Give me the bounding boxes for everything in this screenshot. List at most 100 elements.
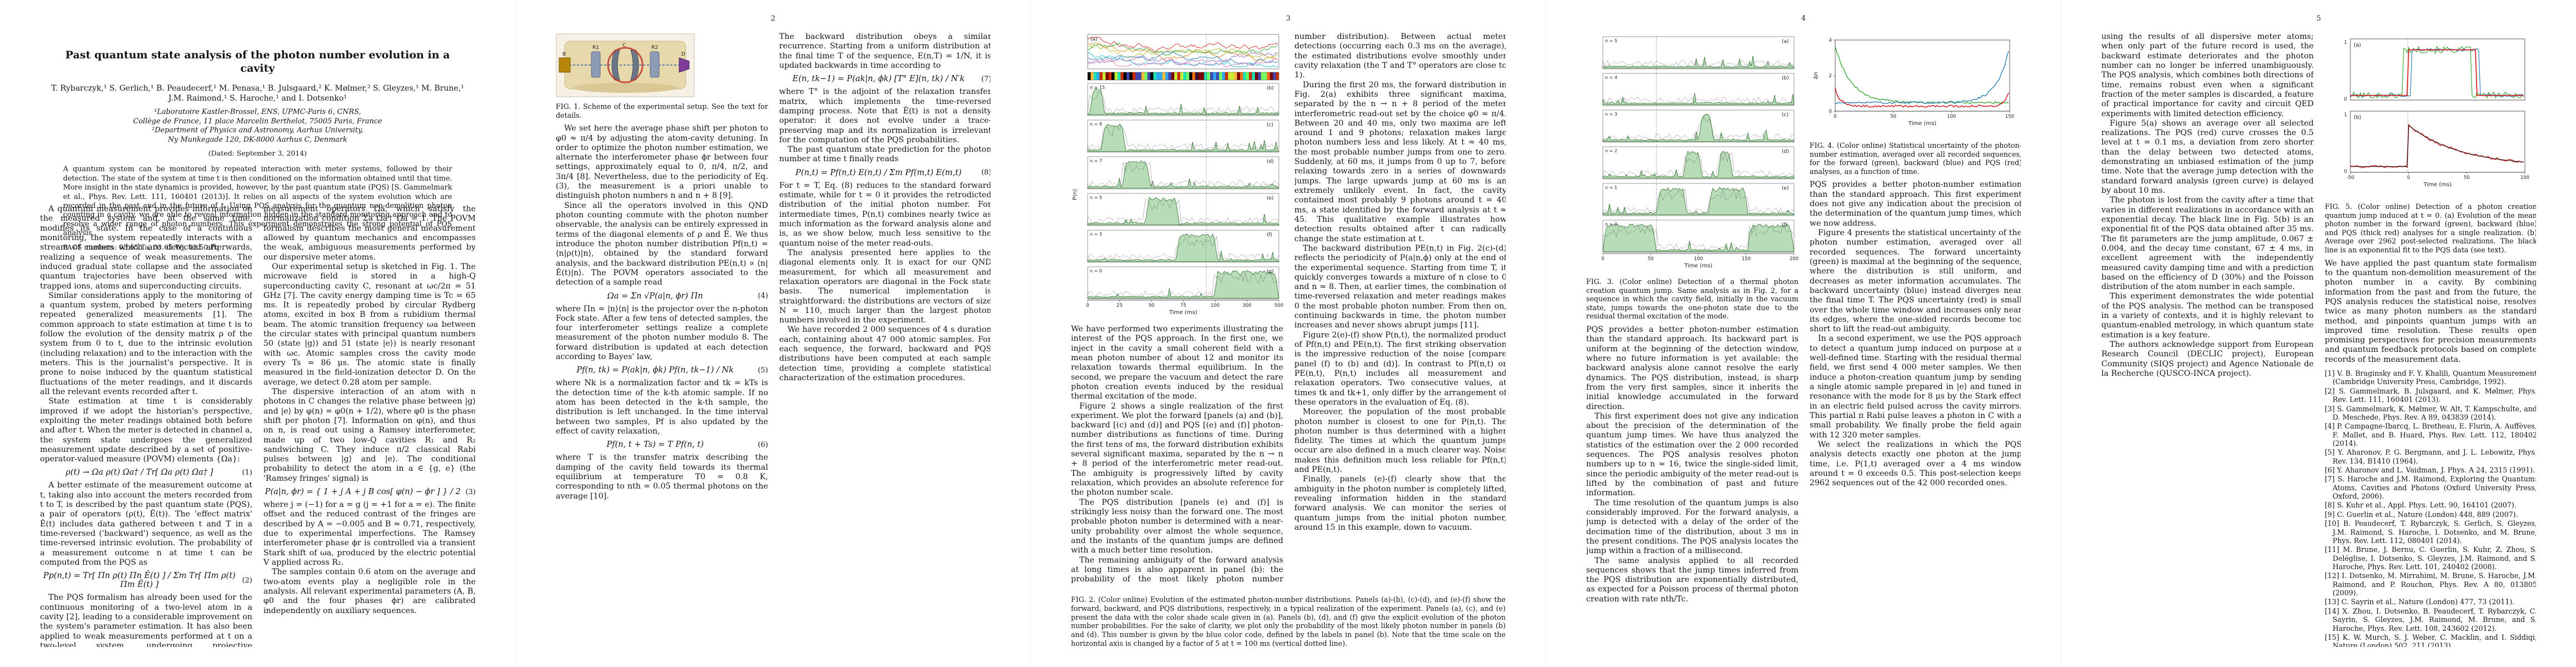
axis-label: n = 15	[1090, 85, 1105, 90]
axis-label: 100	[1694, 256, 1703, 262]
axis-label: 150	[1742, 256, 1751, 262]
affiliation-line: ¹Laboratoire Kastler-Brossel, ENS, UPMC-…	[154, 107, 361, 116]
axis-label: n = 5	[1605, 38, 1617, 43]
figure-4: 0 2 4 0 50 100 150 Time (ms) Δn FIG. 4. (Color o…	[1810, 33, 2021, 176]
axis-label: 0	[1833, 114, 1836, 120]
axis-label: 1	[2344, 40, 2347, 46]
axis-label: 4	[1829, 38, 1832, 43]
affiliations: ¹Laboratoire Kastler-Brossel, ENS, UPMC-…	[51, 108, 464, 145]
reference-item: [10] B. Peaudecerf, T. Rybarczyk, S. Ger…	[2325, 519, 2536, 545]
cavity-mirror-left	[611, 49, 620, 81]
paragraph: Figure 4 presents the statistical uncert…	[1810, 228, 2021, 334]
paragraph: We have performed two experiments illust…	[1071, 325, 1283, 401]
equation-number: (6)	[758, 440, 768, 449]
equation-number: (2)	[242, 576, 252, 585]
paragraph: A better estimate of the measurement out…	[40, 481, 252, 567]
axis-label: n = 0	[1090, 268, 1102, 273]
equation-body: Pf(n, tk) = P(ak|n, ϕk) Pf(n, tk−1) / Nk	[576, 366, 734, 375]
axis-label: n = 5	[1090, 195, 1102, 200]
figure-4-plot: 0 2 4 0 50 100 150 Time (ms) Δn	[1813, 38, 2014, 127]
paragraph: where Nk is a normalization factor and t…	[556, 379, 768, 436]
column-right: 0 1 0 1 (a) (b) -50 0 50 100 Time (ms) FIG. 5. (Co…	[2325, 32, 2536, 647]
axis-label: Time (ms)	[1169, 310, 1198, 316]
paragraph: where T is the transfer matrix describin…	[556, 453, 768, 501]
reference-item: [12] I. Dotsenko, M. Mirrahimi, M. Brune…	[2325, 571, 2536, 598]
fig1-label-c: C	[622, 43, 626, 48]
paragraph: Figure 2(e)-(f) show P(n,t), the normali…	[1294, 330, 1506, 407]
axis-label: 0	[1829, 109, 1832, 115]
equation-body: Ωa = Σn √P(a|n, ϕr) Πn	[607, 291, 703, 301]
paragraph: Similar considerations apply to the moni…	[40, 291, 252, 396]
reference-item: [6] Y. Aharonov and L. Vaidman, J. Phys.…	[2325, 466, 2535, 475]
column-right: number distribution). Between actual met…	[1294, 32, 1506, 584]
reference-item: [3] S. Gammelmark, K. Mølmer, W. Alt, T.…	[2325, 404, 2536, 421]
page-2: 2 B R1 C R2	[515, 0, 1030, 667]
fig1-label-r1: R1	[592, 45, 599, 51]
figure-2-caption: FIG. 2. (Color online) Evolution of the …	[1071, 595, 1506, 648]
equation-body: P(n,t) = Pf(n,t) E(n,t) / Σm Pf(m,t) E(m…	[795, 168, 962, 177]
equation-body: Pf(n, t + Ts) = T Pf(n, t)	[606, 440, 704, 450]
column-text: PQS provides a better photon-number esti…	[1586, 325, 1798, 604]
axis-label: 50	[1648, 256, 1654, 262]
axis-label: 500	[1274, 303, 1283, 308]
reference-item: [15] K. W. Murch, S. J. Weber, C. Mackli…	[2325, 633, 2536, 647]
paragraph: number distribution). Between actual met…	[1294, 32, 1506, 80]
page-2-columns: B R1 C R2 D FIG. 1. Scheme of the experi…	[556, 32, 990, 647]
axis-label: Time (ms)	[1908, 121, 1937, 127]
page-1-columns: A quantum measurement provides informati…	[40, 205, 475, 647]
axis-label: Δn	[1813, 72, 1819, 79]
axis-label: (d)	[1267, 159, 1274, 165]
axis-label: Time (ms)	[1684, 263, 1713, 269]
fig1-label-r2: R2	[651, 45, 658, 51]
page-5-columns: using the results of all dispersive mete…	[2101, 32, 2536, 647]
column-left: using the results of all dispersive mete…	[2101, 32, 2314, 647]
column-left: B R1 C R2 D FIG. 1. Scheme of the experi…	[556, 32, 768, 647]
figure-4-caption: FIG. 4. (Color online) Statistical uncer…	[1810, 141, 2021, 176]
column-left: A quantum measurement provides informati…	[40, 205, 252, 647]
reference-item: [5] Y. Aharonov, P. G. Bergmann, and J. …	[2325, 448, 2536, 465]
figure-5: 0 1 0 1 (a) (b) -50 0 50 100 Time (ms) FIG. 5. (Co…	[2325, 33, 2536, 255]
paragraph: The analysis presented here applies to t…	[779, 248, 990, 325]
axis-label: n = 0	[1605, 222, 1617, 227]
paragraph: The backward distribution PE(n,t) in Fig…	[1294, 243, 1506, 330]
paragraph: In a second experiment, we use the PQS a…	[1810, 334, 2021, 440]
axis-label: (c)	[1782, 112, 1788, 118]
page-5: 5 using the results of all dispersive me…	[2061, 0, 2576, 667]
paragraph: This first experiment does not give any …	[1586, 411, 1798, 498]
reference-list: [1] V. B. Braginsky and F. Y. Khalili, Q…	[2325, 369, 2536, 647]
paragraph: The PQS formalism has already been used …	[40, 593, 252, 647]
detector-d	[679, 57, 690, 73]
column-right: The backward distribution obeys a simila…	[779, 32, 990, 647]
axis-label: 100	[1210, 303, 1219, 308]
page-number: 3	[1285, 14, 1291, 23]
figure-5-caption: FIG. 5. (Color online) Detection of a ph…	[2325, 202, 2536, 255]
axis-label: 0	[2344, 169, 2347, 175]
paragraph: Figure 5(a) shows an average over all se…	[2101, 118, 2314, 195]
axis-label: 0	[2407, 175, 2410, 181]
axis-label: -50	[2346, 175, 2354, 181]
axis-label: 75	[1180, 303, 1187, 308]
equation: Pp(n,t) = Tr[ Πn ρ(t) Πn Ê(t) ] / Σm Tr[…	[40, 571, 252, 589]
date-line: (Dated: September 3, 2014)	[208, 149, 307, 158]
figure-1-image: B R1 C R2 D	[556, 33, 695, 97]
axis-label: n = 3	[1605, 112, 1617, 117]
reference-item: [9] C. Guerlin et al., Nature (London) 4…	[2325, 510, 2518, 519]
affiliation-line: ²Department of Physics and Astronomy, Aa…	[152, 126, 363, 135]
affiliation-line: Collège de France, 11 place Marcelin Ber…	[133, 117, 382, 126]
axis-label: 25	[1117, 303, 1123, 308]
figure-3: n = 5 (a) n = 4 (b) n = 3 (c) n = 2 (d) n = 1 (e)…	[1586, 33, 1798, 321]
reference-item: [4] P. Campagne-Ibarcq, L. Bretheau, E. …	[2325, 422, 2536, 447]
paragraph: The same analysis applied to all recorde…	[1586, 556, 1798, 604]
axis-label: (b)	[2354, 115, 2361, 121]
equation: Pf(n, tk) = P(ak|n, ϕk) Pf(n, tk−1) / Nk…	[556, 366, 768, 375]
figure-2-plot: (a) n = 15 (b) n = 9 (c) n = 7 (d) n = 5 (e) n = …	[1072, 34, 1283, 316]
reference-item: [1] V. B. Braginsky and F. Y. Khalili, Q…	[2325, 369, 2536, 386]
figure-1-caption: FIG. 1. Scheme of the experimental setup…	[556, 102, 768, 120]
paper-title: Past quantum state analysis of the photo…	[65, 49, 450, 74]
figure-1: B R1 C R2 D FIG. 1. Scheme of the experi…	[556, 33, 768, 120]
paragraph: The backward distribution obeys a simila…	[779, 32, 990, 70]
paragraph: A quantum measurement provides informati…	[40, 205, 252, 291]
paragraph: The authors acknowledge support from Eur…	[2101, 340, 2314, 378]
paragraph: The samples contain 0.6 atom on the aver…	[263, 568, 475, 615]
